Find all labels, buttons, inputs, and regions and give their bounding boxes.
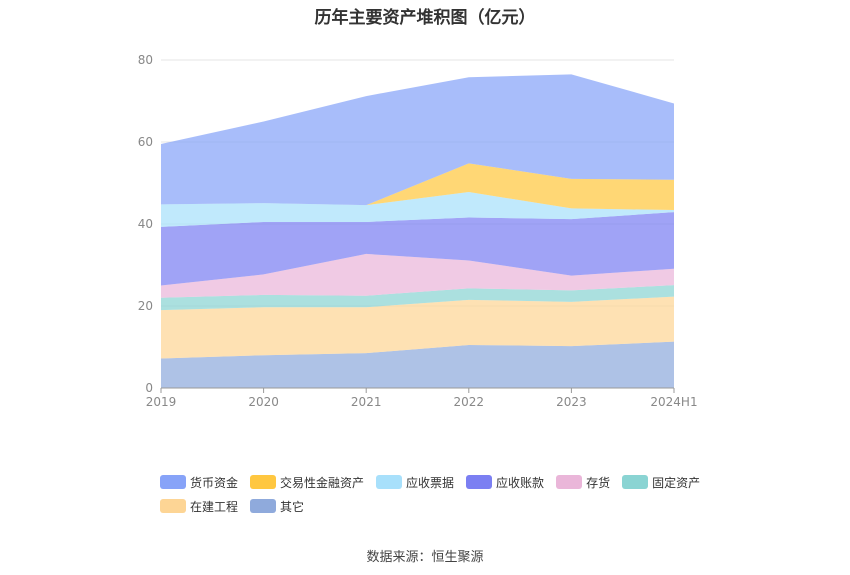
y-tick-label: 20	[138, 299, 153, 313]
axes: 0 20 40 60 80 2019 2020 2021 2022 2023 2024H1	[138, 53, 698, 409]
area-series-5	[161, 192, 674, 227]
legend-swatch	[622, 475, 649, 489]
legend-label: 存货	[586, 475, 611, 490]
legend-swatch	[160, 499, 186, 513]
legend-swatch	[556, 475, 583, 489]
y-tick-label: 60	[138, 135, 153, 149]
legend-label: 交易性金融资产	[280, 475, 365, 490]
legend-swatch	[250, 499, 277, 513]
legend-label: 在建工程	[190, 499, 239, 514]
x-tick-label: 2023	[556, 395, 587, 409]
x-tick-label: 2020	[248, 395, 279, 409]
legend-label: 应收账款	[496, 475, 545, 490]
legend-label: 货币资金	[190, 475, 239, 490]
y-tick-label: 40	[138, 217, 153, 231]
area-series-4	[161, 212, 674, 286]
legend-label: 应收票据	[406, 475, 455, 490]
legend-item[interactable]: 应收票据	[376, 472, 454, 492]
legend-label: 其它	[280, 499, 305, 514]
stacked-area-chart: 0 20 40 60 80 2019 2020 2021 2022 2023 2024H1	[138, 53, 698, 409]
legend-item[interactable]: 货币资金	[160, 472, 238, 492]
legend-swatch	[466, 475, 493, 489]
legend-swatch	[160, 475, 186, 489]
x-tick-label: 2019	[146, 395, 177, 409]
legend-item[interactable]: 交易性金融资产	[250, 472, 364, 492]
legend-row: 货币资金 交易性金融资产 应收票据 应收账款 存货 固定资产	[160, 472, 720, 492]
x-tick-label: 2024H1	[650, 395, 697, 409]
legend-swatch	[250, 475, 277, 489]
x-tick-label: 2022	[454, 395, 485, 409]
legend-label: 固定资产	[652, 475, 701, 490]
x-tick-label: 2021	[351, 395, 382, 409]
legend-row: 在建工程 其它	[160, 496, 720, 516]
area-series	[161, 74, 674, 388]
legend-item[interactable]: 固定资产	[622, 472, 700, 492]
area-series-6	[161, 163, 674, 211]
area-series-7	[161, 74, 674, 206]
legend-item[interactable]: 其它	[250, 496, 304, 516]
legend-item[interactable]: 存货	[556, 472, 610, 492]
legend-item[interactable]: 在建工程	[160, 496, 238, 516]
area-series-3	[161, 253, 674, 298]
area-series-0	[161, 341, 674, 388]
legend-swatch	[376, 475, 403, 489]
legend: 货币资金 交易性金融资产 应收票据 应收账款 存货 固定资产 在建工程 其它	[160, 472, 720, 520]
area-series-1	[161, 296, 674, 359]
y-tick-label: 0	[145, 381, 153, 395]
y-tick-label: 80	[138, 53, 153, 67]
area-series-2	[161, 285, 674, 311]
chart-title: 历年主要资产堆积图（亿元）	[314, 8, 536, 28]
legend-item[interactable]: 应收账款	[466, 472, 544, 492]
data-source: 数据来源：恒生聚源	[366, 550, 484, 565]
